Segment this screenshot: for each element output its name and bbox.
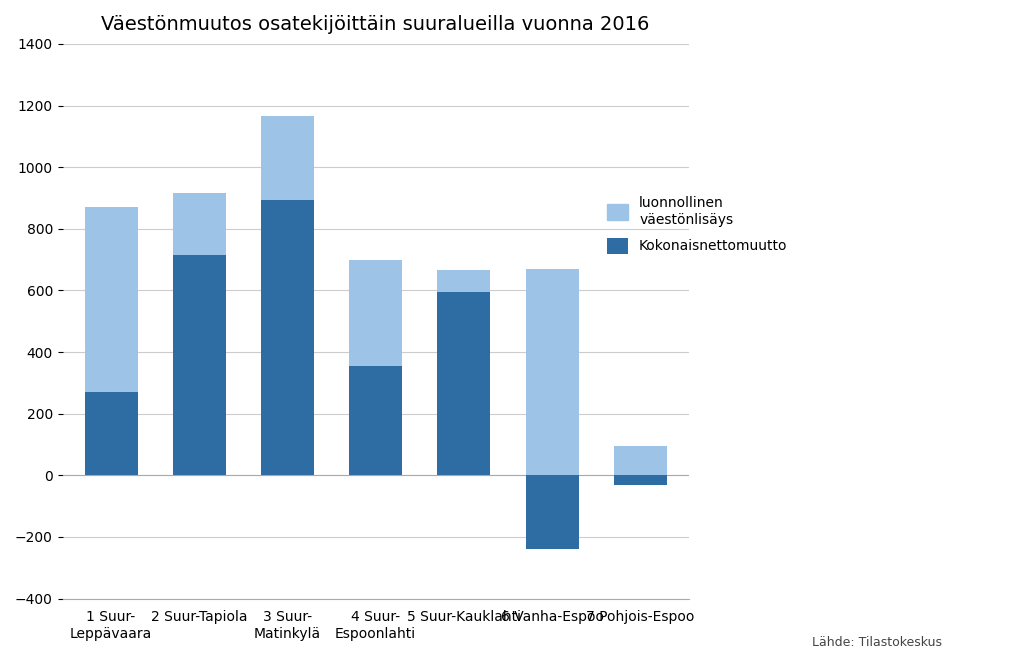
Text: Lähde: Tilastokeskus: Lähde: Tilastokeskus [812,636,942,648]
Bar [613,476,667,484]
Bar [261,116,314,199]
Title: Väestönmuutos osatekijöittäin suuralueilla vuonna 2016: Väestönmuutos osatekijöittäin suuralueil… [101,15,650,34]
Bar [349,366,402,476]
Bar [173,193,225,255]
Bar [85,207,137,392]
Bar [525,476,579,549]
Bar [613,446,667,476]
Bar [525,269,579,476]
Bar [437,292,490,476]
Bar [349,260,402,366]
Bar [173,255,225,476]
Legend: luonnollinen
väestönlisäys, Kokonaisnettomuutto: luonnollinen väestönlisäys, Kokonaisnett… [600,189,795,261]
Bar [85,392,137,476]
Bar [437,270,490,292]
Bar [261,199,314,476]
